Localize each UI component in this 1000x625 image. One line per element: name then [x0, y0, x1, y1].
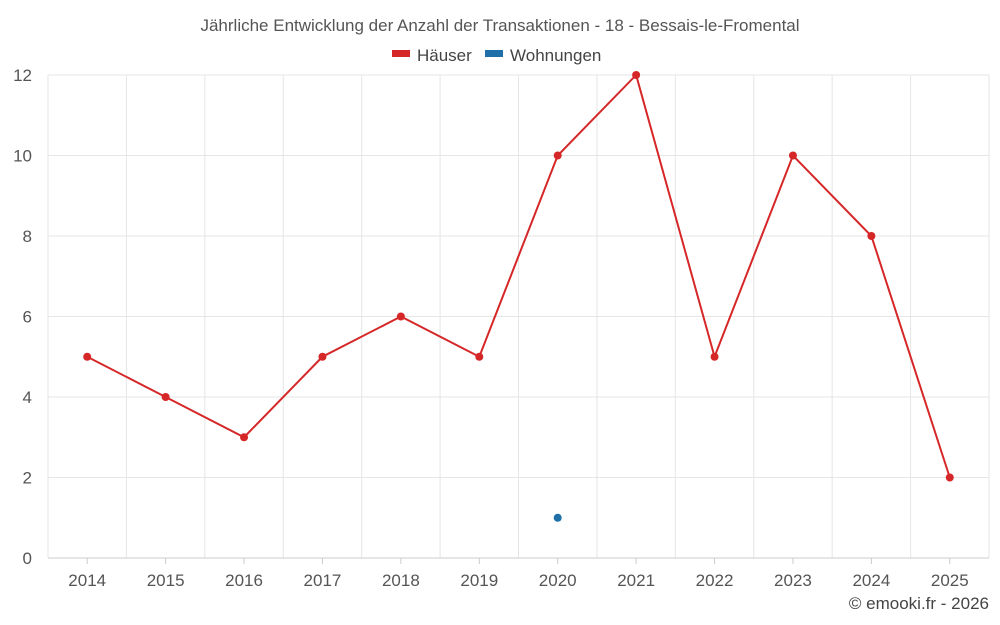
x-tick-label: 2022 — [696, 571, 734, 590]
legend-label-wohnungen: Wohnungen — [510, 46, 601, 65]
legend-swatch-wohnungen — [485, 50, 503, 57]
data-point-series-1[interactable] — [553, 513, 562, 522]
chart-title: Jährliche Entwicklung der Anzahl der Tra… — [200, 16, 799, 35]
x-tick-label: 2017 — [304, 571, 342, 590]
data-point-series-0[interactable] — [396, 312, 405, 321]
legend-label-hauser: Häuser — [417, 46, 472, 65]
x-tick-label: 2021 — [617, 571, 655, 590]
data-point-series-0[interactable] — [553, 151, 562, 160]
x-tick-label: 2024 — [852, 571, 890, 590]
legend-swatch-hauser — [392, 50, 410, 57]
data-point-series-0[interactable] — [240, 433, 249, 442]
data-point-series-0[interactable] — [632, 71, 641, 79]
y-tick-label: 6 — [23, 308, 32, 327]
x-tick-label: 2019 — [460, 571, 498, 590]
x-tick-label: 2018 — [382, 571, 420, 590]
y-tick-label: 2 — [23, 469, 32, 488]
data-point-series-0[interactable] — [83, 352, 92, 361]
data-point-series-0[interactable] — [867, 232, 876, 240]
x-tick-label: 2023 — [774, 571, 812, 590]
series-line-0 — [86, 73, 951, 478]
x-tick-label: 2014 — [68, 571, 106, 590]
data-point-series-0[interactable] — [945, 473, 954, 482]
grid — [47, 74, 990, 559]
data-point-series-0[interactable] — [710, 352, 719, 361]
y-tick-label: 0 — [23, 549, 32, 568]
data-point-series-0[interactable] — [788, 151, 797, 160]
y-tick-label: 4 — [23, 388, 32, 407]
y-tick-label: 12 — [13, 66, 32, 85]
y-tick-label: 10 — [13, 147, 32, 166]
x-axis-ticks: 2014 2015 2016 2017 2018 2019 2020 2021 2022 2023… — [68, 558, 969, 590]
x-tick-label: 2025 — [931, 571, 969, 590]
y-tick-label: 8 — [23, 227, 32, 246]
data-point-series-0[interactable] — [475, 352, 484, 361]
legend: Häuser Wohnungen — [392, 46, 601, 65]
credit-text: © emooki.fr - 2026 — [849, 594, 989, 613]
series-layer — [83, 71, 954, 522]
x-tick-label: 2016 — [225, 571, 263, 590]
x-tick-label: 2015 — [147, 571, 185, 590]
data-point-series-0[interactable] — [161, 393, 170, 401]
x-tick-label: 2020 — [539, 571, 577, 590]
y-axis-ticks: 0 2 4 6 8 10 12 — [13, 66, 32, 568]
data-point-series-0[interactable] — [318, 352, 327, 361]
